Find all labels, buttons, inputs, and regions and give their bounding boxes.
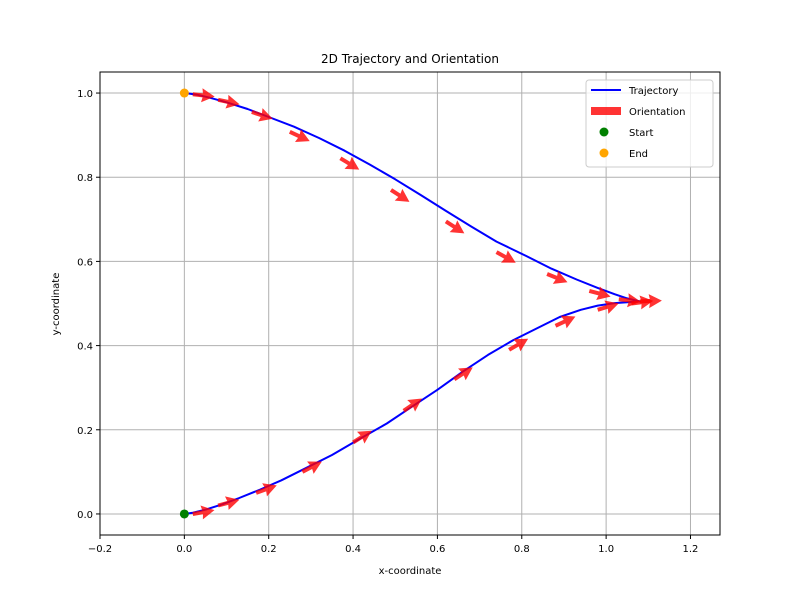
x-tick-label: 1.0	[598, 544, 614, 555]
legend-orientation-swatch	[591, 107, 621, 115]
x-tick-label: 0.0	[176, 544, 192, 555]
orientation-arrow	[546, 270, 568, 284]
x-tick-label: 0.8	[514, 544, 530, 555]
orientation-arrow	[217, 94, 240, 109]
start-point	[179, 509, 189, 519]
x-tick-label: 0.4	[345, 544, 361, 555]
x-tick-label: 0.6	[429, 544, 445, 555]
orientation-arrow	[597, 300, 619, 314]
legend-start-label: Start	[629, 128, 654, 139]
legend-trajectory-label: Trajectory	[628, 86, 678, 97]
y-tick-label: 0.8	[77, 173, 93, 184]
orientation-arrow	[444, 219, 465, 234]
legend-frame	[585, 79, 714, 168]
orientation-arrow	[639, 294, 662, 309]
orientation-arrow	[402, 398, 422, 413]
end-point	[179, 88, 189, 98]
y-tick-label: 0.0	[77, 510, 93, 521]
legend-end-label: End	[629, 149, 648, 160]
orientation-arrow	[554, 315, 576, 329]
orientation-arrow	[192, 88, 215, 103]
x-tick-label: 0.2	[261, 544, 277, 555]
x-axis-label: x-coordinate	[379, 566, 442, 577]
orientation-arrow	[339, 156, 360, 170]
orientation-arrow	[352, 430, 372, 445]
axis-ticks: −0.2 0.0 0.2 0.4 0.6 0.8 1.0 1.2 0.0 0.2 0.4 0.6 0.8…	[77, 89, 698, 555]
orientation-arrow	[301, 461, 322, 474]
y-axis-label: y-coordinate	[51, 273, 62, 336]
orientation-arrow	[192, 505, 215, 520]
legend: Trajectory Orientation Start End	[585, 79, 714, 168]
orientation-arrow	[255, 483, 277, 497]
orientation-arrow	[389, 188, 410, 202]
x-tick-label: 1.2	[683, 544, 699, 555]
legend-start-marker	[599, 127, 609, 137]
y-tick-label: 0.6	[77, 257, 93, 268]
orientation-arrow	[251, 108, 273, 122]
plot-data	[179, 88, 662, 520]
x-tick-label: −0.2	[88, 544, 112, 555]
axes-frame	[99, 71, 721, 536]
orientation-arrow	[288, 129, 310, 142]
y-tick-label: 0.4	[77, 342, 93, 353]
orientation-arrow	[217, 496, 240, 510]
orientation-arrow	[618, 293, 641, 308]
orientation-arrow	[508, 338, 529, 352]
orientation-arrow	[588, 286, 611, 300]
legend-orientation-label: Orientation	[629, 107, 685, 118]
orientation-arrow	[495, 250, 516, 263]
legend-end-marker	[599, 148, 609, 158]
y-tick-label: 0.2	[77, 426, 93, 437]
y-tick-label: 1.0	[77, 89, 93, 100]
chart-title: 2D Trajectory and Orientation	[321, 52, 499, 66]
orientation-arrow	[453, 367, 473, 381]
